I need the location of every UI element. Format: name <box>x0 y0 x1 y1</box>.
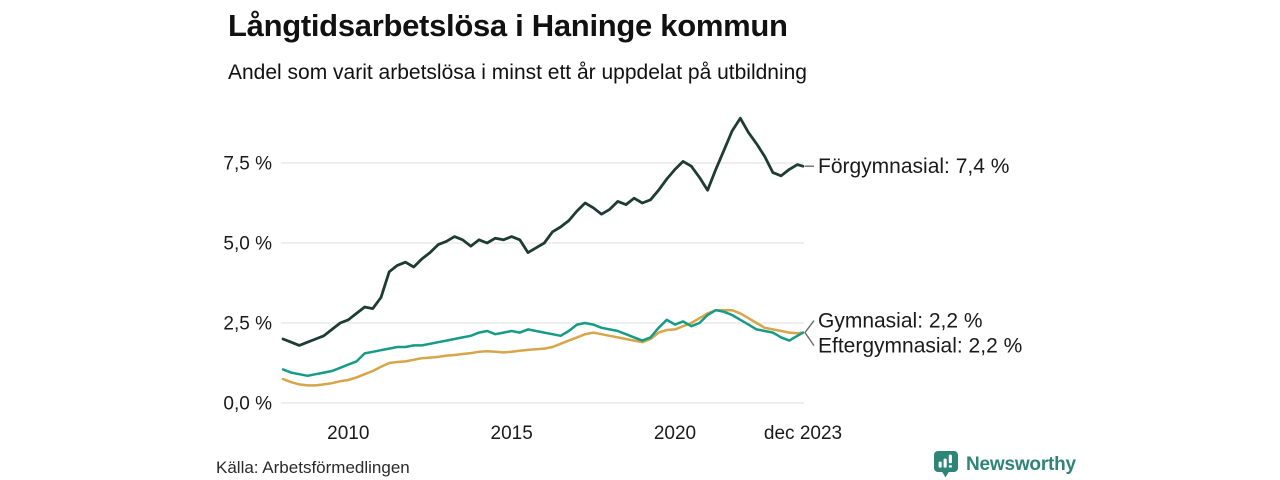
x-axis-tick-label: 2015 <box>491 423 533 444</box>
newsworthy-logo: Newsworthy <box>934 451 1076 478</box>
source-caption: Källa: Arbetsförmedlingen <box>216 458 410 477</box>
series-line-gymnasial <box>281 308 805 378</box>
series-line-eftergymnasial <box>281 308 805 387</box>
bar-chart-bubble-icon <box>934 451 958 478</box>
chart-title: Långtidsarbetslösa i Haninge kommun <box>228 8 788 43</box>
y-axis-tick-label: 7,5 % <box>223 154 272 175</box>
series-end-label-eftergymnasial: Eftergymnasial: 2,2 % <box>818 335 1022 358</box>
y-axis-tick-label: 2,5 % <box>223 314 272 335</box>
series-end-label-förgymnasial: Förgymnasial: 7,4 % <box>818 155 1009 178</box>
y-axis-tick-label: 5,0 % <box>223 234 272 255</box>
label-connector <box>804 332 815 346</box>
x-axis-tick-label: dec 2023 <box>764 423 842 444</box>
series-end-label-gymnasial: Gymnasial: 2,2 % <box>818 310 983 333</box>
x-axis-tick-label: 2020 <box>654 423 696 444</box>
label-connector <box>804 320 815 334</box>
series-line-förgymnasial <box>281 116 805 347</box>
x-axis-tick-label: 2010 <box>327 423 369 444</box>
newsworthy-wordmark: Newsworthy <box>966 453 1076 475</box>
chart-subtitle: Andel som varit arbetslösa i minst ett å… <box>228 61 807 84</box>
y-axis-tick-label: 0,0 % <box>223 394 272 415</box>
